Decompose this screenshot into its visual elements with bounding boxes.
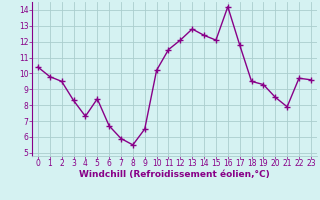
X-axis label: Windchill (Refroidissement éolien,°C): Windchill (Refroidissement éolien,°C) bbox=[79, 170, 270, 179]
